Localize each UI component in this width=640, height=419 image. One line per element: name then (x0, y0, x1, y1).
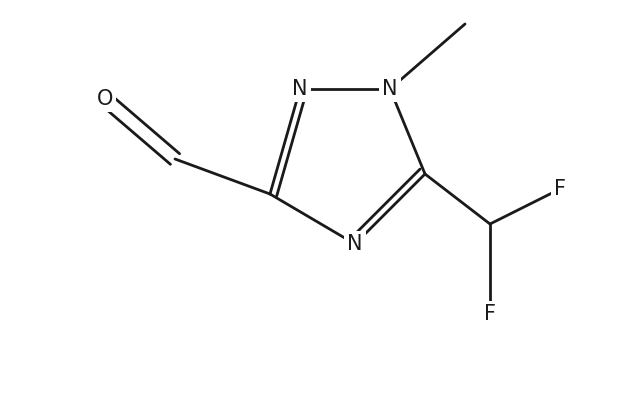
Text: F: F (554, 179, 566, 199)
Text: O: O (97, 89, 113, 109)
Text: N: N (382, 79, 397, 99)
Text: F: F (484, 304, 496, 324)
Text: N: N (348, 234, 363, 254)
Text: N: N (292, 79, 308, 99)
